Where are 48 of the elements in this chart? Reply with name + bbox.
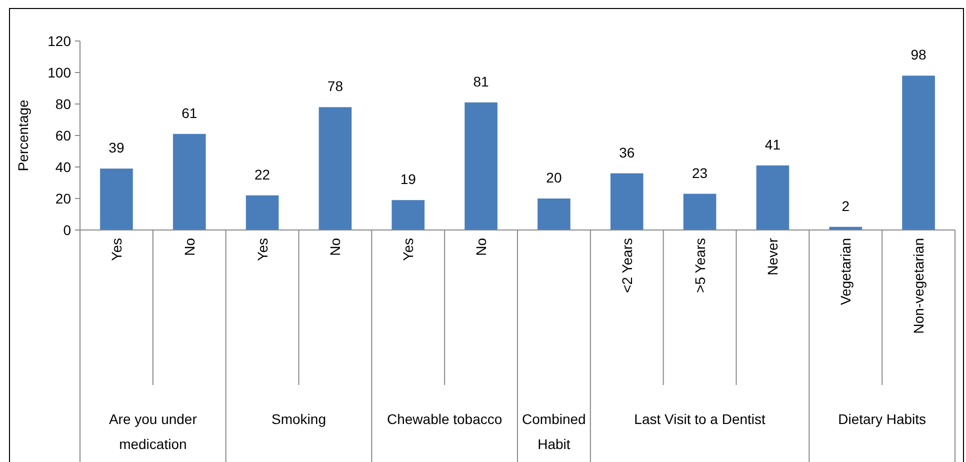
- x-tick-label: Vegetarian: [838, 238, 854, 305]
- data-label: 20: [546, 170, 562, 186]
- x-tick-label: Never: [764, 238, 781, 276]
- y-tick-label: 20: [55, 190, 72, 206]
- text: Smoking: [272, 411, 326, 427]
- y-tick-label: 120: [48, 32, 72, 49]
- x-tick-label: No: [181, 238, 198, 256]
- x-tick-label: No: [473, 238, 490, 256]
- y-tick-label: 80: [55, 96, 72, 112]
- data-label: 23: [692, 164, 708, 181]
- y-tick-label: 40: [55, 158, 72, 175]
- data-label: 39: [108, 140, 124, 156]
- text: Last Visit to a Dentist: [634, 411, 766, 427]
- data-label: 78: [327, 78, 344, 94]
- y-tick-label: 0: [63, 222, 72, 238]
- data-label: 22: [254, 166, 270, 182]
- data-label: 61: [182, 104, 198, 121]
- x-tick-label: No: [327, 238, 344, 256]
- data-label: 19: [400, 171, 416, 188]
- bar: [172, 134, 206, 230]
- x-tick-label: Non-vegetarian: [910, 238, 927, 334]
- x-tick-label: >5 Years: [692, 238, 708, 293]
- bar: [756, 165, 790, 230]
- bar: [246, 195, 279, 230]
- data-label: 41: [764, 136, 781, 152]
- bar: [318, 107, 352, 230]
- bar: [464, 102, 498, 230]
- x-tick-label: Yes: [108, 238, 124, 261]
- data-label: 81: [473, 73, 490, 90]
- text: Dietary Habits: [838, 411, 926, 427]
- bar: [538, 198, 570, 230]
- data-label: 98: [910, 46, 927, 63]
- text: Are you under medication: [108, 411, 198, 452]
- y-tick-label: 100: [48, 64, 72, 80]
- x-tick-label: Yes: [400, 238, 416, 261]
- bar: [392, 200, 425, 230]
- text: Combined Habit: [522, 411, 586, 452]
- bar: [902, 76, 935, 230]
- bar: [683, 194, 716, 230]
- data-label: 2: [842, 198, 850, 214]
- bar: [610, 173, 644, 230]
- data-label: 36: [619, 144, 635, 160]
- x-tick-label: Yes: [254, 238, 270, 261]
- y-tick-label: 60: [55, 127, 72, 144]
- x-tick-label: <2 Years: [618, 238, 635, 293]
- y-axis-title: Percentage: [15, 99, 31, 172]
- bar: [100, 168, 133, 230]
- text: Chewable tobacco: [386, 411, 502, 427]
